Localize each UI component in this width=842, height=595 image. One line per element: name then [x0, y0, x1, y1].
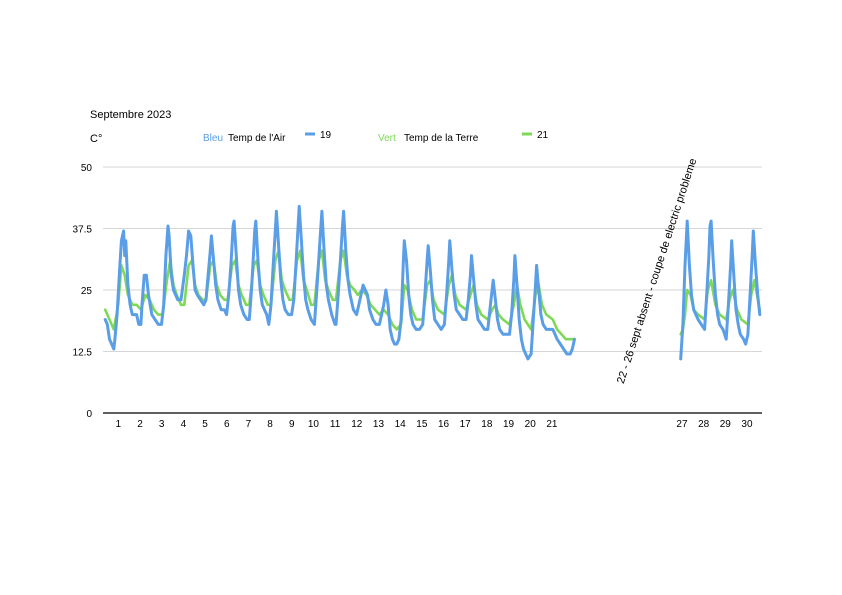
series-air-line [103, 204, 576, 361]
legend-ground-value: 21 [537, 130, 549, 141]
y-tick-label: 0 [86, 409, 92, 420]
chart-title: Septembre 2023 [90, 109, 171, 121]
legend-air-label: Temp de l'Air [228, 133, 286, 144]
x-tick-label: 13 [373, 419, 385, 430]
x-tick-label: 18 [481, 419, 493, 430]
x-tick-label: 30 [741, 419, 753, 430]
x-tick-label: 5 [202, 419, 208, 430]
x-tick-label: 10 [308, 419, 320, 430]
x-tick-label: 28 [698, 419, 710, 430]
y-tick-label: 37.5 [73, 225, 93, 236]
series-lines [103, 204, 762, 361]
x-tick-label: 7 [246, 419, 252, 430]
x-tick-label: 29 [720, 419, 732, 430]
x-tick-label: 8 [267, 419, 273, 430]
x-tick-label: 15 [416, 419, 428, 430]
x-tick-label: 19 [503, 419, 515, 430]
x-tick-labels: 1 2 3 4 5 6 7 8 9 10 11 12 13 14 15 16 17 18 19 20 21 27 28 29 3… [116, 419, 753, 430]
x-tick-label: 21 [546, 419, 558, 430]
gap-annotation: 22 - 26 sept absent - coupe de electric … [615, 157, 699, 385]
y-tick-label: 25 [81, 286, 93, 297]
x-tick-label: 6 [224, 419, 230, 430]
x-tick-label: 14 [395, 419, 407, 430]
y-tick-labels: 0 12.5 25 37.5 50 [73, 163, 93, 420]
x-tick-label: 9 [289, 419, 295, 430]
x-tick-label: 12 [351, 419, 363, 430]
x-tick-label: 1 [116, 419, 122, 430]
x-tick-label: 3 [159, 419, 165, 430]
y-axis-label: C° [90, 133, 102, 145]
y-tick-label: 12.5 [73, 348, 93, 359]
x-tick-label: 4 [181, 419, 187, 430]
legend-air-color-word: Bleu [203, 133, 223, 144]
legend: Bleu Temp de l'Air 19 Vert Temp de la Te… [203, 130, 549, 144]
legend-air-value: 19 [320, 130, 332, 141]
x-tick-label: 2 [137, 419, 143, 430]
x-tick-label: 20 [525, 419, 537, 430]
x-tick-label: 16 [438, 419, 450, 430]
legend-ground-label: Temp de la Terre [404, 133, 479, 144]
x-tick-label: 17 [460, 419, 472, 430]
x-tick-label: 27 [676, 419, 688, 430]
y-tick-label: 50 [81, 163, 93, 174]
x-tick-label: 11 [330, 419, 341, 430]
series-air-line [679, 219, 762, 361]
legend-ground-color-word: Vert [378, 133, 396, 144]
